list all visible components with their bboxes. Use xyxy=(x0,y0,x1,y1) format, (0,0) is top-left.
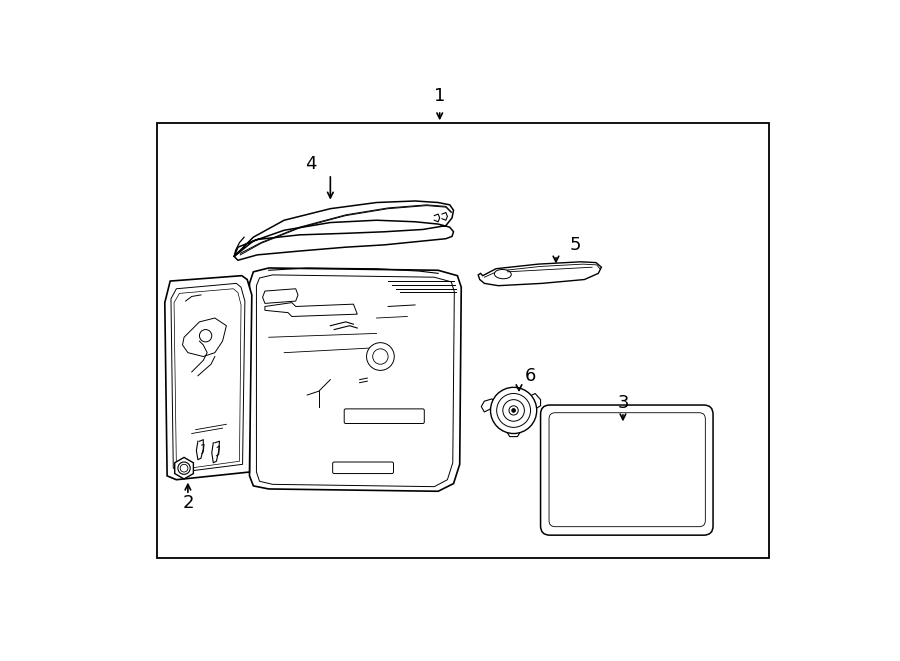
Circle shape xyxy=(512,408,516,412)
Circle shape xyxy=(373,349,388,364)
Text: 4: 4 xyxy=(305,155,317,173)
FancyBboxPatch shape xyxy=(344,409,424,424)
Polygon shape xyxy=(478,262,601,286)
Polygon shape xyxy=(165,276,252,480)
Polygon shape xyxy=(249,268,461,491)
Polygon shape xyxy=(265,303,357,317)
Text: 3: 3 xyxy=(617,394,629,412)
Text: 1: 1 xyxy=(434,87,446,105)
Polygon shape xyxy=(527,393,541,409)
Polygon shape xyxy=(234,201,454,260)
Text: 2: 2 xyxy=(182,494,194,512)
Circle shape xyxy=(180,464,188,472)
Polygon shape xyxy=(174,289,241,469)
Polygon shape xyxy=(506,428,521,437)
Polygon shape xyxy=(482,399,494,412)
Circle shape xyxy=(509,406,518,415)
Circle shape xyxy=(366,342,394,370)
Text: 6: 6 xyxy=(525,367,536,385)
Polygon shape xyxy=(256,275,454,486)
Circle shape xyxy=(497,393,531,428)
Circle shape xyxy=(178,462,190,475)
Circle shape xyxy=(503,400,525,421)
FancyBboxPatch shape xyxy=(333,462,393,473)
Polygon shape xyxy=(171,284,245,472)
Polygon shape xyxy=(263,289,298,303)
FancyBboxPatch shape xyxy=(549,412,706,527)
Circle shape xyxy=(491,387,536,434)
Ellipse shape xyxy=(494,270,511,279)
Text: 5: 5 xyxy=(570,236,581,254)
Circle shape xyxy=(200,330,212,342)
Polygon shape xyxy=(183,318,227,356)
FancyBboxPatch shape xyxy=(541,405,713,535)
Polygon shape xyxy=(175,457,194,479)
Bar xyxy=(158,123,770,559)
